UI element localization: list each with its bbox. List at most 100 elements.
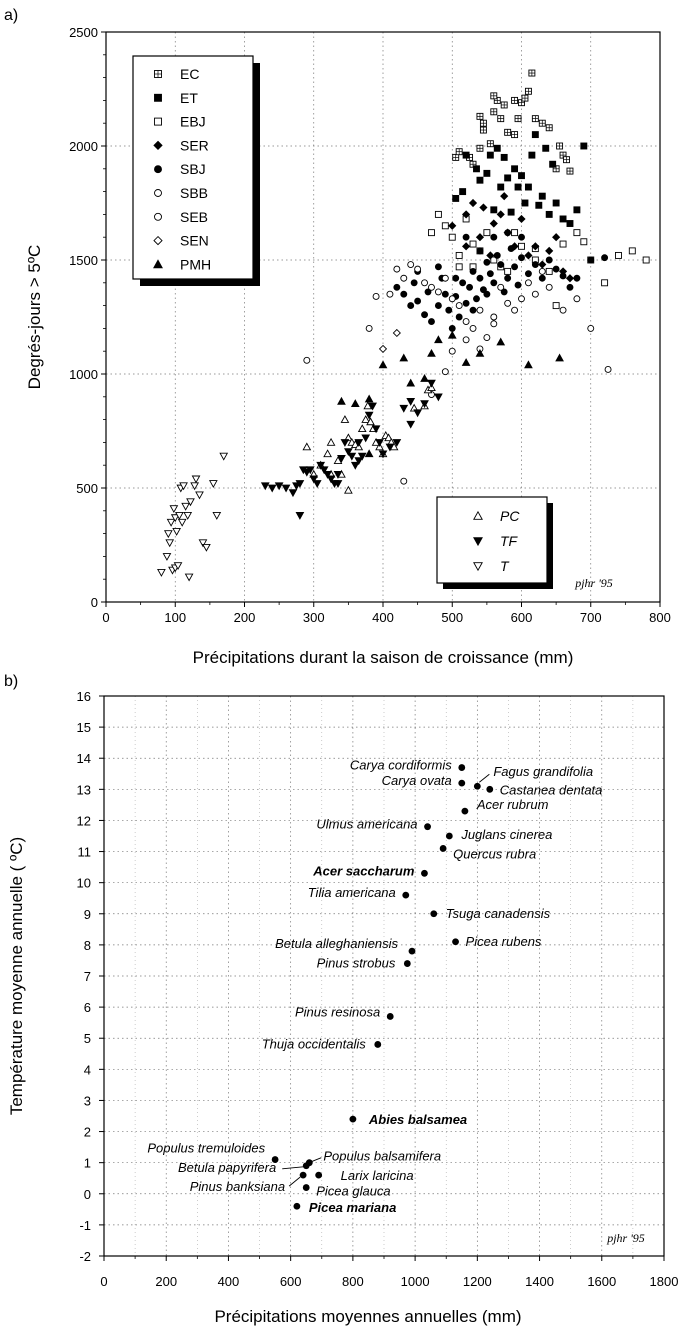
legend-label-t: T bbox=[500, 558, 510, 574]
point-sbb bbox=[476, 306, 484, 314]
point-ebj bbox=[615, 251, 622, 259]
point-sbj bbox=[462, 233, 470, 241]
legend-marker-sbb bbox=[154, 189, 162, 197]
leader-fagus-grandifolia bbox=[479, 773, 490, 783]
point-seb bbox=[462, 336, 470, 344]
point-tf bbox=[385, 443, 395, 452]
point-sbj bbox=[469, 306, 477, 314]
y-tick-label: 2 bbox=[84, 1125, 91, 1140]
point-pc bbox=[326, 437, 336, 446]
point-pmh bbox=[496, 337, 506, 346]
point-ebj bbox=[441, 222, 449, 230]
point-t bbox=[172, 527, 181, 536]
label-acer-saccharum: Acer saccharum bbox=[312, 863, 415, 878]
legend-label-pmh: PMH bbox=[180, 256, 211, 272]
point-et bbox=[497, 183, 505, 191]
point-sbb bbox=[490, 313, 498, 321]
panel-b-leader-lines bbox=[282, 773, 490, 1187]
point-sbb bbox=[400, 274, 408, 282]
point-et bbox=[452, 194, 460, 202]
legend-marker-seb bbox=[154, 212, 162, 221]
x-tick-label: 600 bbox=[511, 610, 533, 625]
point-sbj bbox=[459, 279, 467, 287]
series-ec bbox=[452, 69, 574, 175]
point-sbj bbox=[483, 290, 491, 298]
point-et bbox=[486, 151, 494, 159]
point-sbb bbox=[490, 320, 498, 328]
point-ser bbox=[524, 251, 533, 260]
panel-b-data-points bbox=[271, 764, 494, 1210]
point-ebj bbox=[434, 210, 442, 218]
point-t bbox=[179, 482, 188, 491]
point-sbj bbox=[507, 245, 515, 253]
point-sbb bbox=[462, 318, 470, 326]
point-ec bbox=[545, 124, 553, 132]
label-betula-alleghaniensis: Betula alleghaniensis bbox=[275, 936, 398, 951]
point-et bbox=[559, 215, 567, 223]
point-sbb bbox=[538, 267, 546, 275]
point-ebj bbox=[511, 229, 519, 237]
series-et bbox=[452, 131, 588, 227]
point-ebj bbox=[580, 238, 588, 246]
point-ec bbox=[469, 160, 477, 168]
point-ebj bbox=[601, 279, 609, 287]
point-pmh bbox=[461, 358, 471, 366]
point-t bbox=[163, 530, 173, 539]
point-sbj bbox=[490, 233, 498, 241]
y-tick-label: 5 bbox=[84, 1031, 91, 1046]
label-picea-glauca: Picea glauca bbox=[316, 1184, 390, 1199]
point-ec bbox=[518, 99, 525, 107]
point-sbj bbox=[538, 274, 546, 282]
point-pmh bbox=[434, 335, 443, 344]
point-ser bbox=[489, 219, 498, 228]
point-sbj bbox=[552, 265, 560, 273]
point-et bbox=[566, 220, 574, 227]
point-ec bbox=[479, 119, 487, 127]
point-ec bbox=[559, 151, 567, 159]
point-sbj bbox=[514, 281, 522, 289]
series-ser bbox=[448, 192, 575, 283]
point-tf bbox=[323, 470, 332, 479]
point-pinus-banksiana bbox=[299, 1171, 307, 1179]
point-sbj bbox=[393, 283, 401, 291]
y-tick-label: 13 bbox=[77, 782, 91, 797]
point-quercus-rubra bbox=[439, 845, 447, 852]
x-tick-label: 400 bbox=[218, 1274, 240, 1289]
point-tf bbox=[354, 457, 364, 466]
y-tick-label: 9 bbox=[84, 907, 91, 922]
point-tf bbox=[281, 484, 291, 493]
point-pc bbox=[323, 449, 332, 458]
y-tick-label: 2000 bbox=[69, 139, 98, 154]
point-pc bbox=[361, 415, 371, 423]
point-tf bbox=[274, 482, 284, 491]
point-sbb bbox=[511, 306, 519, 314]
point-ebj bbox=[455, 251, 463, 259]
panel-b-point-labels: Carya cordiformis Fagus grandifolia Carya … bbox=[147, 758, 602, 1216]
point-et bbox=[459, 188, 467, 196]
point-sen bbox=[392, 328, 401, 338]
y-tick-label: 0 bbox=[84, 1187, 91, 1202]
point-sbb bbox=[448, 295, 456, 303]
point-tf bbox=[333, 470, 343, 479]
point-t bbox=[162, 553, 172, 561]
y-tick-label: 500 bbox=[76, 481, 98, 496]
point-tf bbox=[295, 480, 305, 488]
point-t bbox=[169, 505, 179, 514]
point-t bbox=[173, 562, 183, 571]
point-ebj bbox=[483, 229, 491, 237]
x-tick-label: 200 bbox=[155, 1274, 177, 1289]
panel-b-grid bbox=[104, 696, 664, 1256]
legend-box bbox=[132, 55, 254, 280]
y-tick-label: -1 bbox=[79, 1218, 91, 1233]
point-sbj bbox=[476, 247, 484, 255]
point-ebj bbox=[504, 267, 512, 275]
label-quercus-rubra: Quercus rubra bbox=[453, 846, 536, 861]
point-sbj bbox=[466, 283, 474, 291]
point-sbb bbox=[303, 356, 311, 364]
point-ebj bbox=[428, 229, 435, 237]
point-ec bbox=[476, 112, 484, 120]
panel-b-tag: b) bbox=[4, 673, 18, 690]
legend-label-tf: TF bbox=[500, 533, 519, 549]
point-sbj bbox=[452, 274, 460, 282]
point-seb bbox=[441, 368, 449, 376]
